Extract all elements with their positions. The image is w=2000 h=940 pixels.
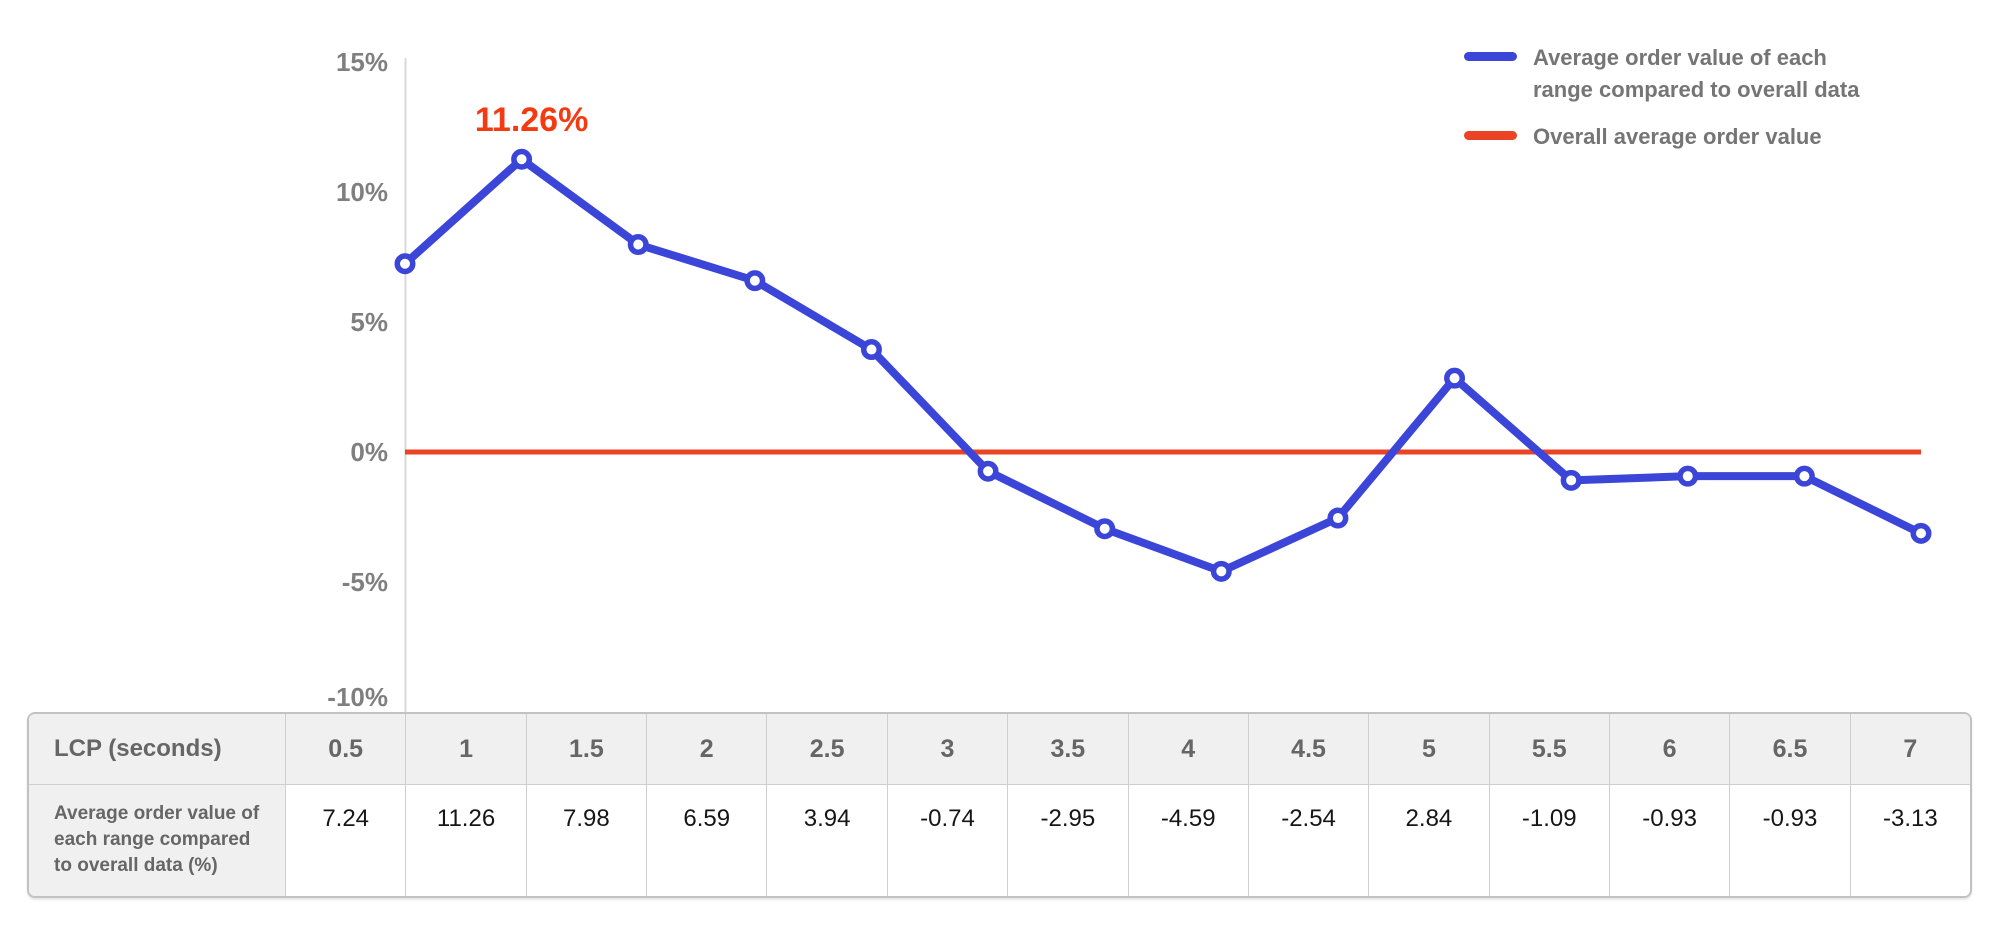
y-tick-label: 0%: [350, 437, 388, 467]
peak-value-annotation: 11.26%: [475, 101, 588, 139]
legend-item-range-aov: Average order value of each range compar…: [1464, 42, 1894, 106]
y-tick-label: 15%: [336, 47, 388, 77]
table-value-row: Average order value of each range compar…: [29, 784, 1970, 896]
aov-value-cell: 2.84: [1368, 785, 1489, 896]
aov-series-line: [401, 155, 1925, 576]
lcp-column-header: 2.5: [766, 714, 887, 784]
y-tick-label: -10%: [327, 682, 388, 712]
chart-legend: Average order value of each range compar…: [1464, 42, 1894, 168]
lcp-column-header: 3: [886, 714, 1008, 784]
lcp-column-header: 3.5: [1007, 714, 1128, 784]
lcp-column-header: 1.5: [525, 714, 647, 784]
aov-value-cell: 11.26: [405, 785, 526, 896]
aov-value-cell: -2.95: [1007, 785, 1128, 896]
data-point-marker: [744, 270, 766, 292]
lcp-column-header: 4.5: [1247, 714, 1369, 784]
aov-line-chart: 15% 10% 5% 0% -5% -10% 11.26%: [327, 47, 1932, 712]
y-tick-label: 5%: [350, 307, 388, 337]
data-point-marker: [1560, 469, 1582, 491]
data-point-marker: [1677, 465, 1699, 487]
aov-value-cell: -2.54: [1247, 785, 1369, 896]
aov-value-cell: 3.94: [766, 785, 887, 896]
blue-line-swatch-icon: [1464, 52, 1517, 61]
red-line-swatch-icon: [1464, 130, 1517, 140]
y-tick-label: -5%: [342, 567, 388, 597]
aov-value-cell: -0.93: [1608, 785, 1730, 896]
data-point-marker: [1793, 465, 1815, 487]
data-point-marker: [1910, 522, 1932, 544]
data-point-marker: [627, 234, 649, 256]
aov-value-cell: -0.74: [886, 785, 1008, 896]
data-point-marker: [1327, 507, 1349, 529]
aov-value-cell: -0.93: [1729, 785, 1850, 896]
lcp-column-header: 1: [405, 714, 526, 784]
lcp-column-header: 2: [646, 714, 767, 784]
data-point-marker: [511, 148, 533, 170]
table-header-label-cell: LCP (seconds): [29, 714, 285, 784]
data-point-marker: [1444, 367, 1466, 389]
lcp-column-header: 4: [1127, 714, 1248, 784]
legend-label: Average order value of each range compar…: [1533, 45, 1860, 102]
aov-value-cell: 7.98: [525, 785, 647, 896]
data-point-marker: [977, 460, 999, 482]
aov-value-cell: 6.59: [646, 785, 767, 896]
aov-value-cell: -3.13: [1849, 785, 1970, 896]
lcp-column-header: 5.5: [1488, 714, 1609, 784]
table-header-row: LCP (seconds) 0.5 1 1.5 2 2.5 3 3.5 4 4.5 5 5.5 6 6.…: [29, 714, 1970, 784]
data-point-marker: [1210, 560, 1232, 582]
lcp-column-header: 6: [1608, 714, 1730, 784]
aov-value-cell: 7.24: [285, 785, 406, 896]
aov-value-cell: -4.59: [1127, 785, 1248, 896]
data-point-marker: [394, 253, 416, 275]
y-tick-label: 10%: [336, 177, 388, 207]
data-point-marker: [1094, 518, 1116, 540]
legend-item-overall-aov: Overall average order value: [1464, 121, 1894, 153]
data-point-marker: [860, 339, 882, 361]
table-row-label-cell: Average order value of each range compar…: [29, 785, 285, 896]
lcp-column-header: 5: [1368, 714, 1489, 784]
lcp-column-header: 6.5: [1729, 714, 1850, 784]
aov-value-cell: -1.09: [1488, 785, 1609, 896]
lcp-column-header: 0.5: [285, 714, 406, 784]
lcp-column-header: 7: [1849, 714, 1970, 784]
lcp-data-table: LCP (seconds) 0.5 1 1.5 2 2.5 3 3.5 4 4.5 5 5.5 6 6.…: [27, 712, 1972, 898]
legend-label: Overall average order value: [1533, 123, 1822, 149]
